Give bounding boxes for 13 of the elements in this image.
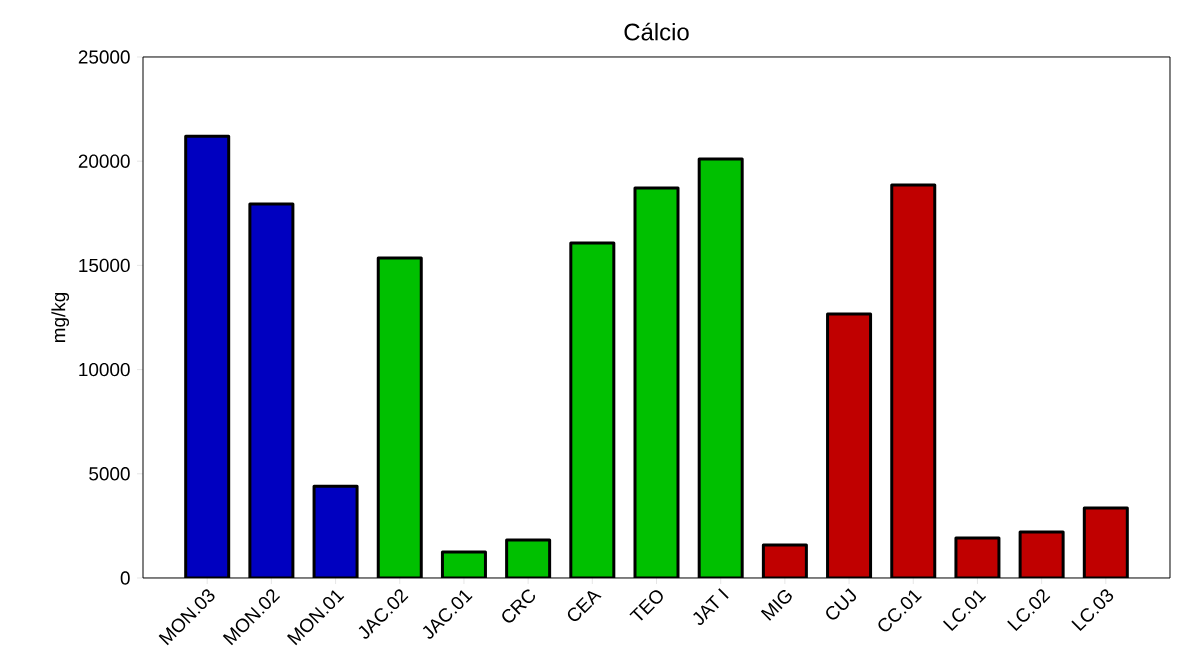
x-tick-label: MIG <box>760 590 792 621</box>
x-tick-label: TEO <box>629 590 663 621</box>
y-tick-label: 25000 <box>78 50 130 64</box>
y-tick-label: 15000 <box>79 258 130 273</box>
x-tick-label: CEA <box>567 590 602 621</box>
y-tick-label: 10000 <box>79 362 130 377</box>
y-tick-label: 5000 <box>89 467 130 481</box>
y-axis-title: mg/kg <box>51 292 70 343</box>
x-tick-label: CUJ <box>826 588 857 620</box>
y-tick-label: 0 <box>120 571 130 585</box>
y-tick-label: 20000 <box>78 154 130 168</box>
chart-title: Cálcio <box>624 22 689 41</box>
x-tick-label: JAT I <box>693 588 729 625</box>
